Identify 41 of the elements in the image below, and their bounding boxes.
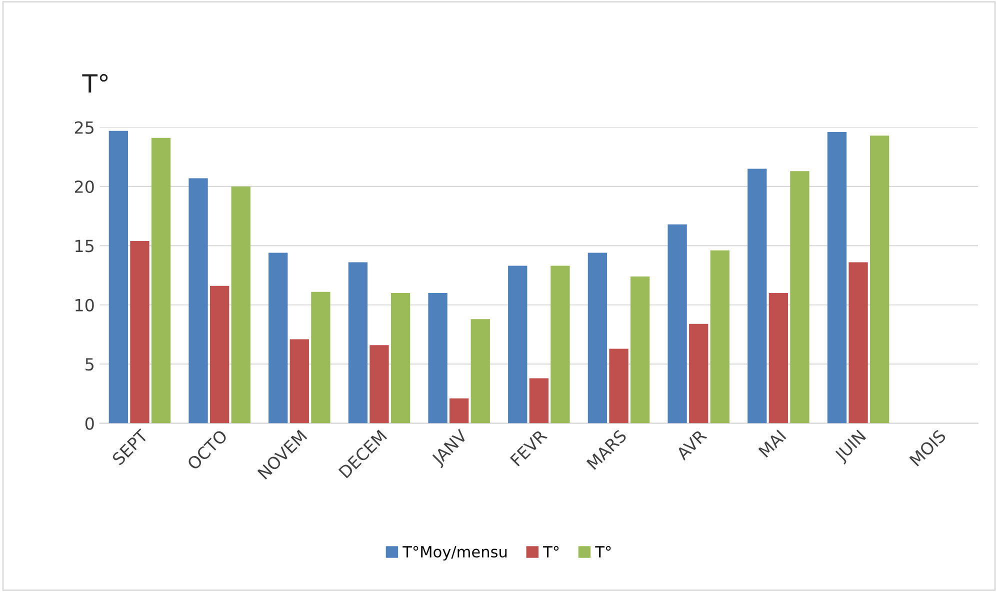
- legend-label: T°: [543, 546, 559, 558]
- bar: [108, 130, 128, 424]
- bar: [290, 339, 309, 424]
- bar: [748, 168, 767, 424]
- bar: [450, 398, 469, 424]
- bar: [370, 345, 389, 424]
- bar: [508, 266, 528, 424]
- x-tick-label: MAI: [758, 430, 786, 458]
- bar: [470, 319, 490, 424]
- bar: [428, 293, 448, 424]
- bar: [630, 276, 650, 424]
- y-tick-label: 5: [86, 358, 94, 371]
- bar: [710, 250, 730, 424]
- y-tick-label: 15: [76, 240, 94, 252]
- bar: [609, 348, 628, 424]
- bar: [210, 286, 230, 424]
- bar: [529, 378, 548, 424]
- y-axis-title: T°: [82, 74, 108, 92]
- bar: [188, 178, 208, 424]
- bar: [130, 240, 150, 424]
- bar: [390, 293, 410, 424]
- bar: [870, 136, 890, 424]
- y-tick-label: 0: [85, 417, 94, 430]
- bar: [790, 171, 810, 424]
- bar: [588, 252, 608, 424]
- legend-label: T°: [595, 546, 611, 558]
- bar: [151, 138, 171, 424]
- bar: [848, 262, 868, 424]
- bar: [668, 224, 687, 424]
- y-tick-label: 25: [74, 121, 94, 134]
- bar: [231, 186, 250, 424]
- y-tick-label: 10: [76, 298, 94, 312]
- bar: [268, 252, 288, 424]
- bar: [550, 266, 570, 424]
- bar: [311, 292, 330, 424]
- bar: [689, 324, 708, 424]
- y-tick-label: 20: [74, 180, 94, 194]
- legend-label: T°Moy/mensu: [402, 546, 507, 560]
- bar: [827, 132, 847, 424]
- bar: [348, 262, 368, 424]
- bar: [768, 293, 788, 424]
